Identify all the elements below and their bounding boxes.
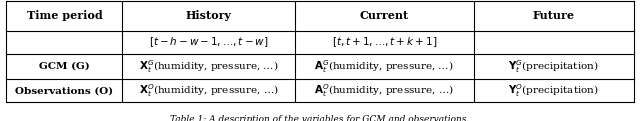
Text: $\mathbf{Y}_t^G$(precipitation): $\mathbf{Y}_t^G$(precipitation) <box>508 58 599 75</box>
Text: History: History <box>186 10 232 21</box>
Text: $\mathbf{Y}_t^O$(precipitation): $\mathbf{Y}_t^O$(precipitation) <box>508 82 599 99</box>
Text: Table 1: A description of the variables for GCM and observations.: Table 1: A description of the variables … <box>170 115 470 121</box>
Text: Current: Current <box>360 10 409 21</box>
Text: $[t,t+1,\ldots,t+k+1]$: $[t,t+1,\ldots,t+k+1]$ <box>332 35 437 49</box>
Text: Observations (O): Observations (O) <box>15 86 113 95</box>
Text: GCM (G): GCM (G) <box>39 62 90 71</box>
Text: Time period: Time period <box>26 10 102 21</box>
Text: Future: Future <box>532 10 575 21</box>
Text: $\mathbf{X}_t^G$(humidity, pressure, …): $\mathbf{X}_t^G$(humidity, pressure, …) <box>139 58 278 75</box>
Text: $\mathbf{A}_t^G$(humidity, pressure, …): $\mathbf{A}_t^G$(humidity, pressure, …) <box>314 58 454 75</box>
Text: $\mathbf{X}_t^O$(humidity, pressure, …): $\mathbf{X}_t^O$(humidity, pressure, …) <box>139 82 278 99</box>
Text: $\mathbf{A}_t^O$(humidity, pressure, …): $\mathbf{A}_t^O$(humidity, pressure, …) <box>314 82 454 99</box>
Text: $[t-h-w-1,\ldots,t-w]$: $[t-h-w-1,\ldots,t-w]$ <box>149 35 268 49</box>
